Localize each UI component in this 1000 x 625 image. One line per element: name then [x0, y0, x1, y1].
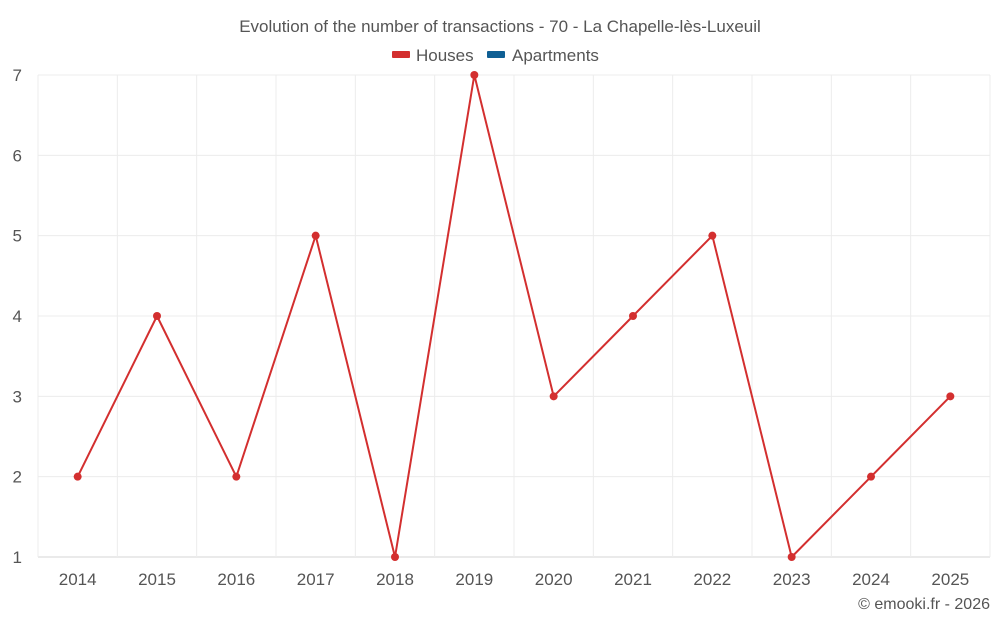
- data-point-houses[interactable]: [867, 472, 875, 481]
- y-tick-label: 4: [13, 307, 22, 326]
- x-tick-label: 2014: [59, 570, 97, 589]
- y-tick-label: 5: [13, 227, 22, 246]
- data-point-houses[interactable]: [708, 231, 717, 240]
- data-point-houses[interactable]: [153, 312, 161, 320]
- x-tick-label: 2018: [376, 570, 414, 589]
- x-tick-label: 2021: [614, 570, 652, 589]
- y-tick-label: 3: [13, 387, 22, 406]
- x-tick-label: 2019: [455, 570, 493, 589]
- legend-item-apartments[interactable]: Apartments: [487, 46, 599, 65]
- legend-label-houses: Houses: [416, 46, 474, 65]
- data-point-houses[interactable]: [549, 392, 558, 401]
- legend-swatch-apartments: [487, 51, 505, 58]
- y-tick-label: 2: [13, 468, 22, 487]
- series-layer: [73, 71, 955, 561]
- data-point-houses[interactable]: [73, 472, 82, 481]
- x-tick-label: 2015: [138, 570, 176, 589]
- x-tick-label: 2022: [693, 570, 731, 589]
- x-tick-label: 2020: [535, 570, 573, 589]
- series-line-houses: [76, 74, 952, 558]
- y-tick-label: 7: [13, 66, 22, 85]
- x-axis-ticks: 2014 2015 2016 2017 2018 2019 2020 2021 2022 2023…: [59, 570, 969, 589]
- y-tick-label: 1: [13, 548, 22, 567]
- x-tick-label: 2017: [297, 570, 335, 589]
- data-point-houses[interactable]: [470, 71, 479, 79]
- data-point-houses[interactable]: [391, 553, 399, 561]
- data-point-houses[interactable]: [629, 312, 637, 320]
- x-tick-label: 2024: [852, 570, 890, 589]
- data-point-houses[interactable]: [311, 231, 320, 240]
- x-tick-label: 2025: [931, 570, 969, 589]
- credit-text: © emooki.fr - 2026: [858, 596, 990, 613]
- legend-swatch-houses: [392, 51, 410, 58]
- data-point-houses[interactable]: [232, 472, 241, 481]
- legend-label-apartments: Apartments: [512, 46, 599, 65]
- y-axis-ticks: 1 2 3 4 5 6 7: [13, 66, 22, 567]
- legend: Houses Apartments: [392, 46, 599, 65]
- data-point-houses[interactable]: [787, 553, 796, 561]
- y-tick-label: 6: [13, 146, 22, 165]
- chart-title: Evolution of the number of transactions …: [239, 17, 761, 36]
- plot-grid: [37, 74, 991, 558]
- data-point-houses[interactable]: [946, 392, 955, 401]
- x-tick-label: 2023: [773, 570, 811, 589]
- legend-item-houses[interactable]: Houses: [392, 46, 474, 65]
- x-tick-label: 2016: [217, 570, 255, 589]
